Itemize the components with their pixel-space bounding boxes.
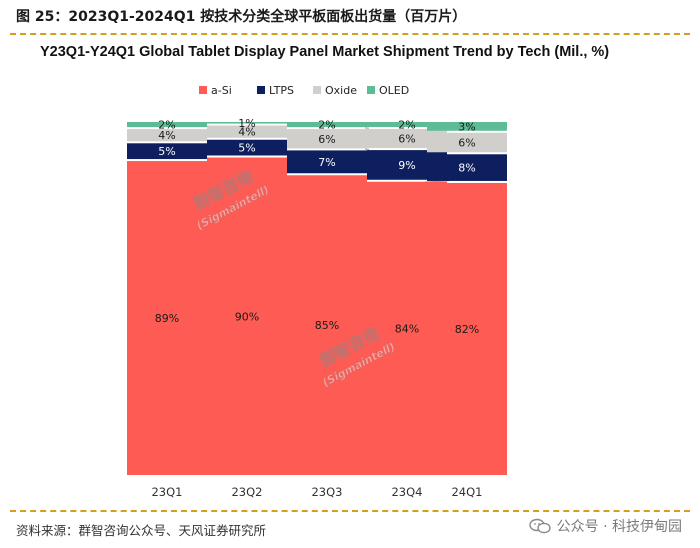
data-label: 85% bbox=[315, 319, 339, 332]
watermark-credit-text: 公众号 · 科技伊甸园 bbox=[556, 519, 682, 535]
data-label: 9% bbox=[398, 159, 415, 172]
bar-a-si-23q2 bbox=[207, 157, 287, 475]
bar-oxide-24q1 bbox=[427, 132, 507, 153]
bar-oled-23q1 bbox=[127, 122, 207, 128]
bar-oled-23q2 bbox=[207, 122, 287, 124]
source-note: 资料来源：群智咨询公众号、天风证券研究所 bbox=[16, 523, 267, 538]
data-label: 4% bbox=[158, 129, 175, 142]
bar-a-si-24q1 bbox=[427, 182, 507, 475]
bar-ltps-24q1 bbox=[427, 154, 507, 181]
data-label: 6% bbox=[398, 133, 415, 146]
chart-title: Y23Q1-Y24Q1 Global Tablet Display Panel … bbox=[40, 44, 610, 60]
legend-label: Oxide bbox=[325, 84, 357, 97]
bar-ltps-23q1 bbox=[127, 143, 207, 160]
bar-ltps-23q3 bbox=[287, 150, 367, 174]
data-label: 90% bbox=[235, 310, 259, 323]
figure-title: 图 25：2023Q1-2024Q1 按技术分类全球平板面板出货量（百万片） bbox=[16, 9, 467, 25]
data-label: 2% bbox=[158, 119, 175, 132]
data-label: 7% bbox=[318, 156, 335, 169]
bars: 89% 90%85% 84% 82%5% 5%7% 9% 8%4% 4%6% 6% 6%2% 1% 2… bbox=[127, 117, 507, 476]
bar-oled-23q3 bbox=[287, 122, 367, 128]
x-axis: 23Q1 23Q2 23Q3 23Q4 24Q1 bbox=[151, 485, 482, 499]
x-tick-label: 23Q4 bbox=[391, 485, 422, 499]
bar-oled-23q4 bbox=[367, 122, 447, 128]
data-label: 89% bbox=[155, 312, 179, 325]
bar-ltps-23q2 bbox=[207, 139, 287, 156]
legend-swatch-ltps bbox=[257, 86, 265, 94]
legend-label: a-Si bbox=[211, 84, 232, 97]
data-label: 3% bbox=[458, 120, 475, 133]
source-divider bbox=[10, 510, 690, 512]
legend-label: OLED bbox=[379, 84, 409, 97]
wechat-icon bbox=[528, 518, 551, 534]
data-label: 2% bbox=[318, 119, 335, 132]
legend: a-Si LTPS Oxide OLED bbox=[199, 84, 409, 97]
bar-oxide-23q1 bbox=[127, 129, 207, 142]
bar-oxide-23q2 bbox=[207, 125, 287, 138]
data-label: 5% bbox=[238, 142, 255, 155]
bar-oled-24q1 bbox=[427, 122, 507, 131]
legend-swatch-oled bbox=[367, 86, 375, 94]
watermark-credit: 公众号 · 科技伊甸园 bbox=[528, 516, 682, 536]
title-divider bbox=[10, 33, 690, 35]
bar-a-si-23q1 bbox=[127, 161, 207, 476]
data-label: 2% bbox=[398, 119, 415, 132]
data-label: 4% bbox=[238, 126, 255, 139]
data-label: 6% bbox=[458, 137, 475, 150]
data-label: 5% bbox=[158, 145, 175, 158]
x-tick-label: 23Q3 bbox=[311, 485, 342, 499]
x-tick-label: 24Q1 bbox=[451, 485, 482, 499]
bar-oxide-23q3 bbox=[287, 129, 367, 149]
data-label: 6% bbox=[318, 133, 335, 146]
legend-swatch-a-si bbox=[199, 86, 207, 94]
x-tick-label: 23Q1 bbox=[151, 485, 182, 499]
bar-a-si-23q3 bbox=[287, 175, 367, 475]
data-label: 82% bbox=[455, 323, 479, 336]
data-label: 8% bbox=[458, 162, 475, 175]
data-label: 1% bbox=[238, 117, 255, 130]
data-label: 84% bbox=[395, 322, 419, 335]
x-tick-label: 23Q2 bbox=[231, 485, 262, 499]
legend-swatch-oxide bbox=[313, 86, 321, 94]
legend-label: LTPS bbox=[269, 84, 294, 97]
